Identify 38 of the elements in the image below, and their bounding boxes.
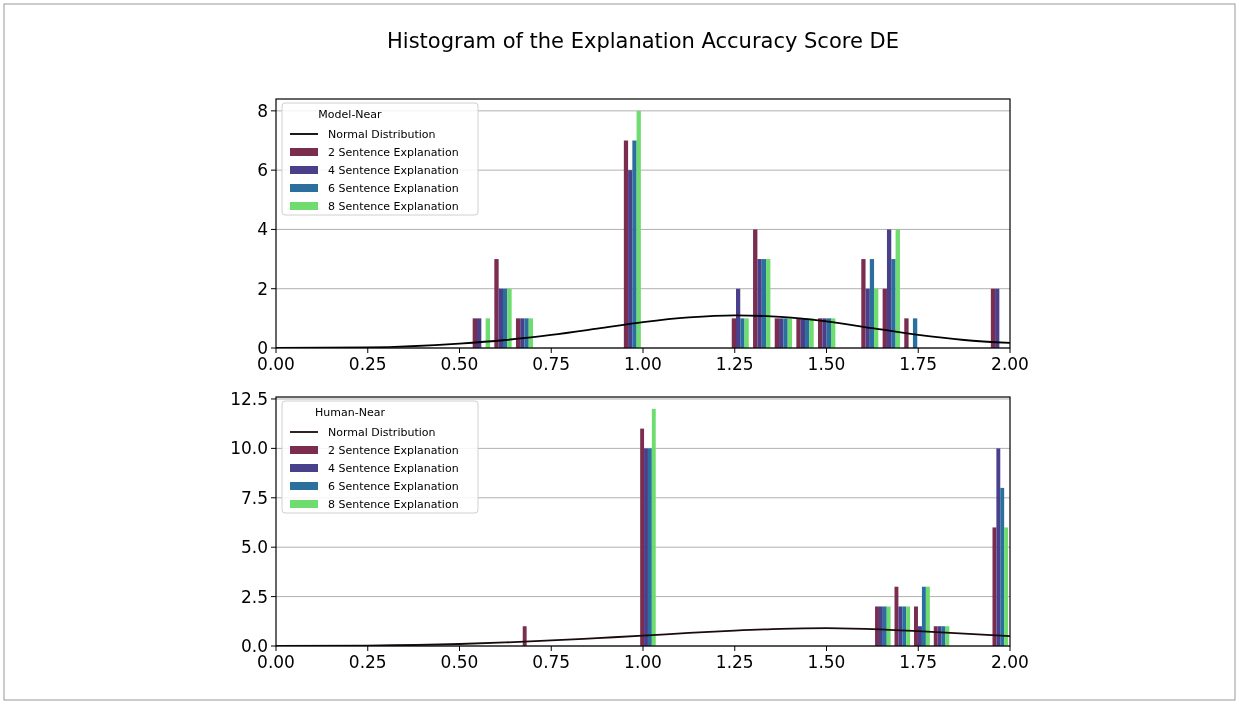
x-tick-label: 1.50	[807, 652, 846, 672]
y-tick-label: 7.5	[240, 487, 268, 508]
x-tick-label: 0.25	[348, 354, 387, 374]
x-tick-label: 1.00	[624, 652, 662, 672]
y-tick-label: 5.0	[240, 537, 268, 558]
x-tick-label: 1.50	[807, 354, 846, 374]
x-tick-label: 2.00	[991, 652, 1029, 672]
legend-label: 8 Sentence Explanation	[328, 200, 459, 213]
legend-title: Model-Near	[318, 108, 383, 121]
x-tick-label: 1.75	[899, 354, 938, 374]
y-tick-label: 2	[257, 278, 268, 299]
y-tick-label: 12.5	[230, 388, 268, 409]
y-tick-label: 8	[257, 100, 268, 121]
x-tick-label: 0.75	[532, 652, 571, 672]
chart-title: Histogram of the Explanation Accuracy Score DE	[387, 29, 899, 53]
x-tick-label: 1.25	[715, 354, 754, 374]
x-tick-label: 0.75	[532, 354, 571, 374]
legend-label: 4 Sentence Explanation	[328, 164, 459, 177]
legend-label: 8 Sentence Explanation	[328, 498, 459, 511]
x-tick-label: 0.50	[440, 652, 479, 672]
x-tick-label: 0.50	[440, 354, 479, 374]
legend-title: Human-Near	[315, 406, 386, 419]
y-tick-label: 4	[257, 219, 268, 240]
legend-label: 2 Sentence Explanation	[328, 444, 459, 457]
y-tick-label: 6	[257, 160, 268, 181]
legend-label: Normal Distribution	[328, 128, 436, 141]
x-tick-label: 2.00	[991, 354, 1029, 374]
legend-label: 6 Sentence Explanation	[328, 182, 459, 195]
y-tick-label: 10.0	[230, 438, 268, 459]
x-tick-label: 0.25	[348, 652, 387, 672]
legend-label: Normal Distribution	[328, 426, 436, 439]
legend-label: 6 Sentence Explanation	[328, 480, 459, 493]
x-tick-label: 1.75	[899, 652, 938, 672]
x-tick-label: 1.25	[715, 652, 754, 672]
x-tick-label: 1.00	[624, 354, 662, 374]
legend-label: 2 Sentence Explanation	[328, 146, 459, 159]
y-tick-label: 2.5	[240, 586, 268, 607]
legend-label: 4 Sentence Explanation	[328, 462, 459, 475]
